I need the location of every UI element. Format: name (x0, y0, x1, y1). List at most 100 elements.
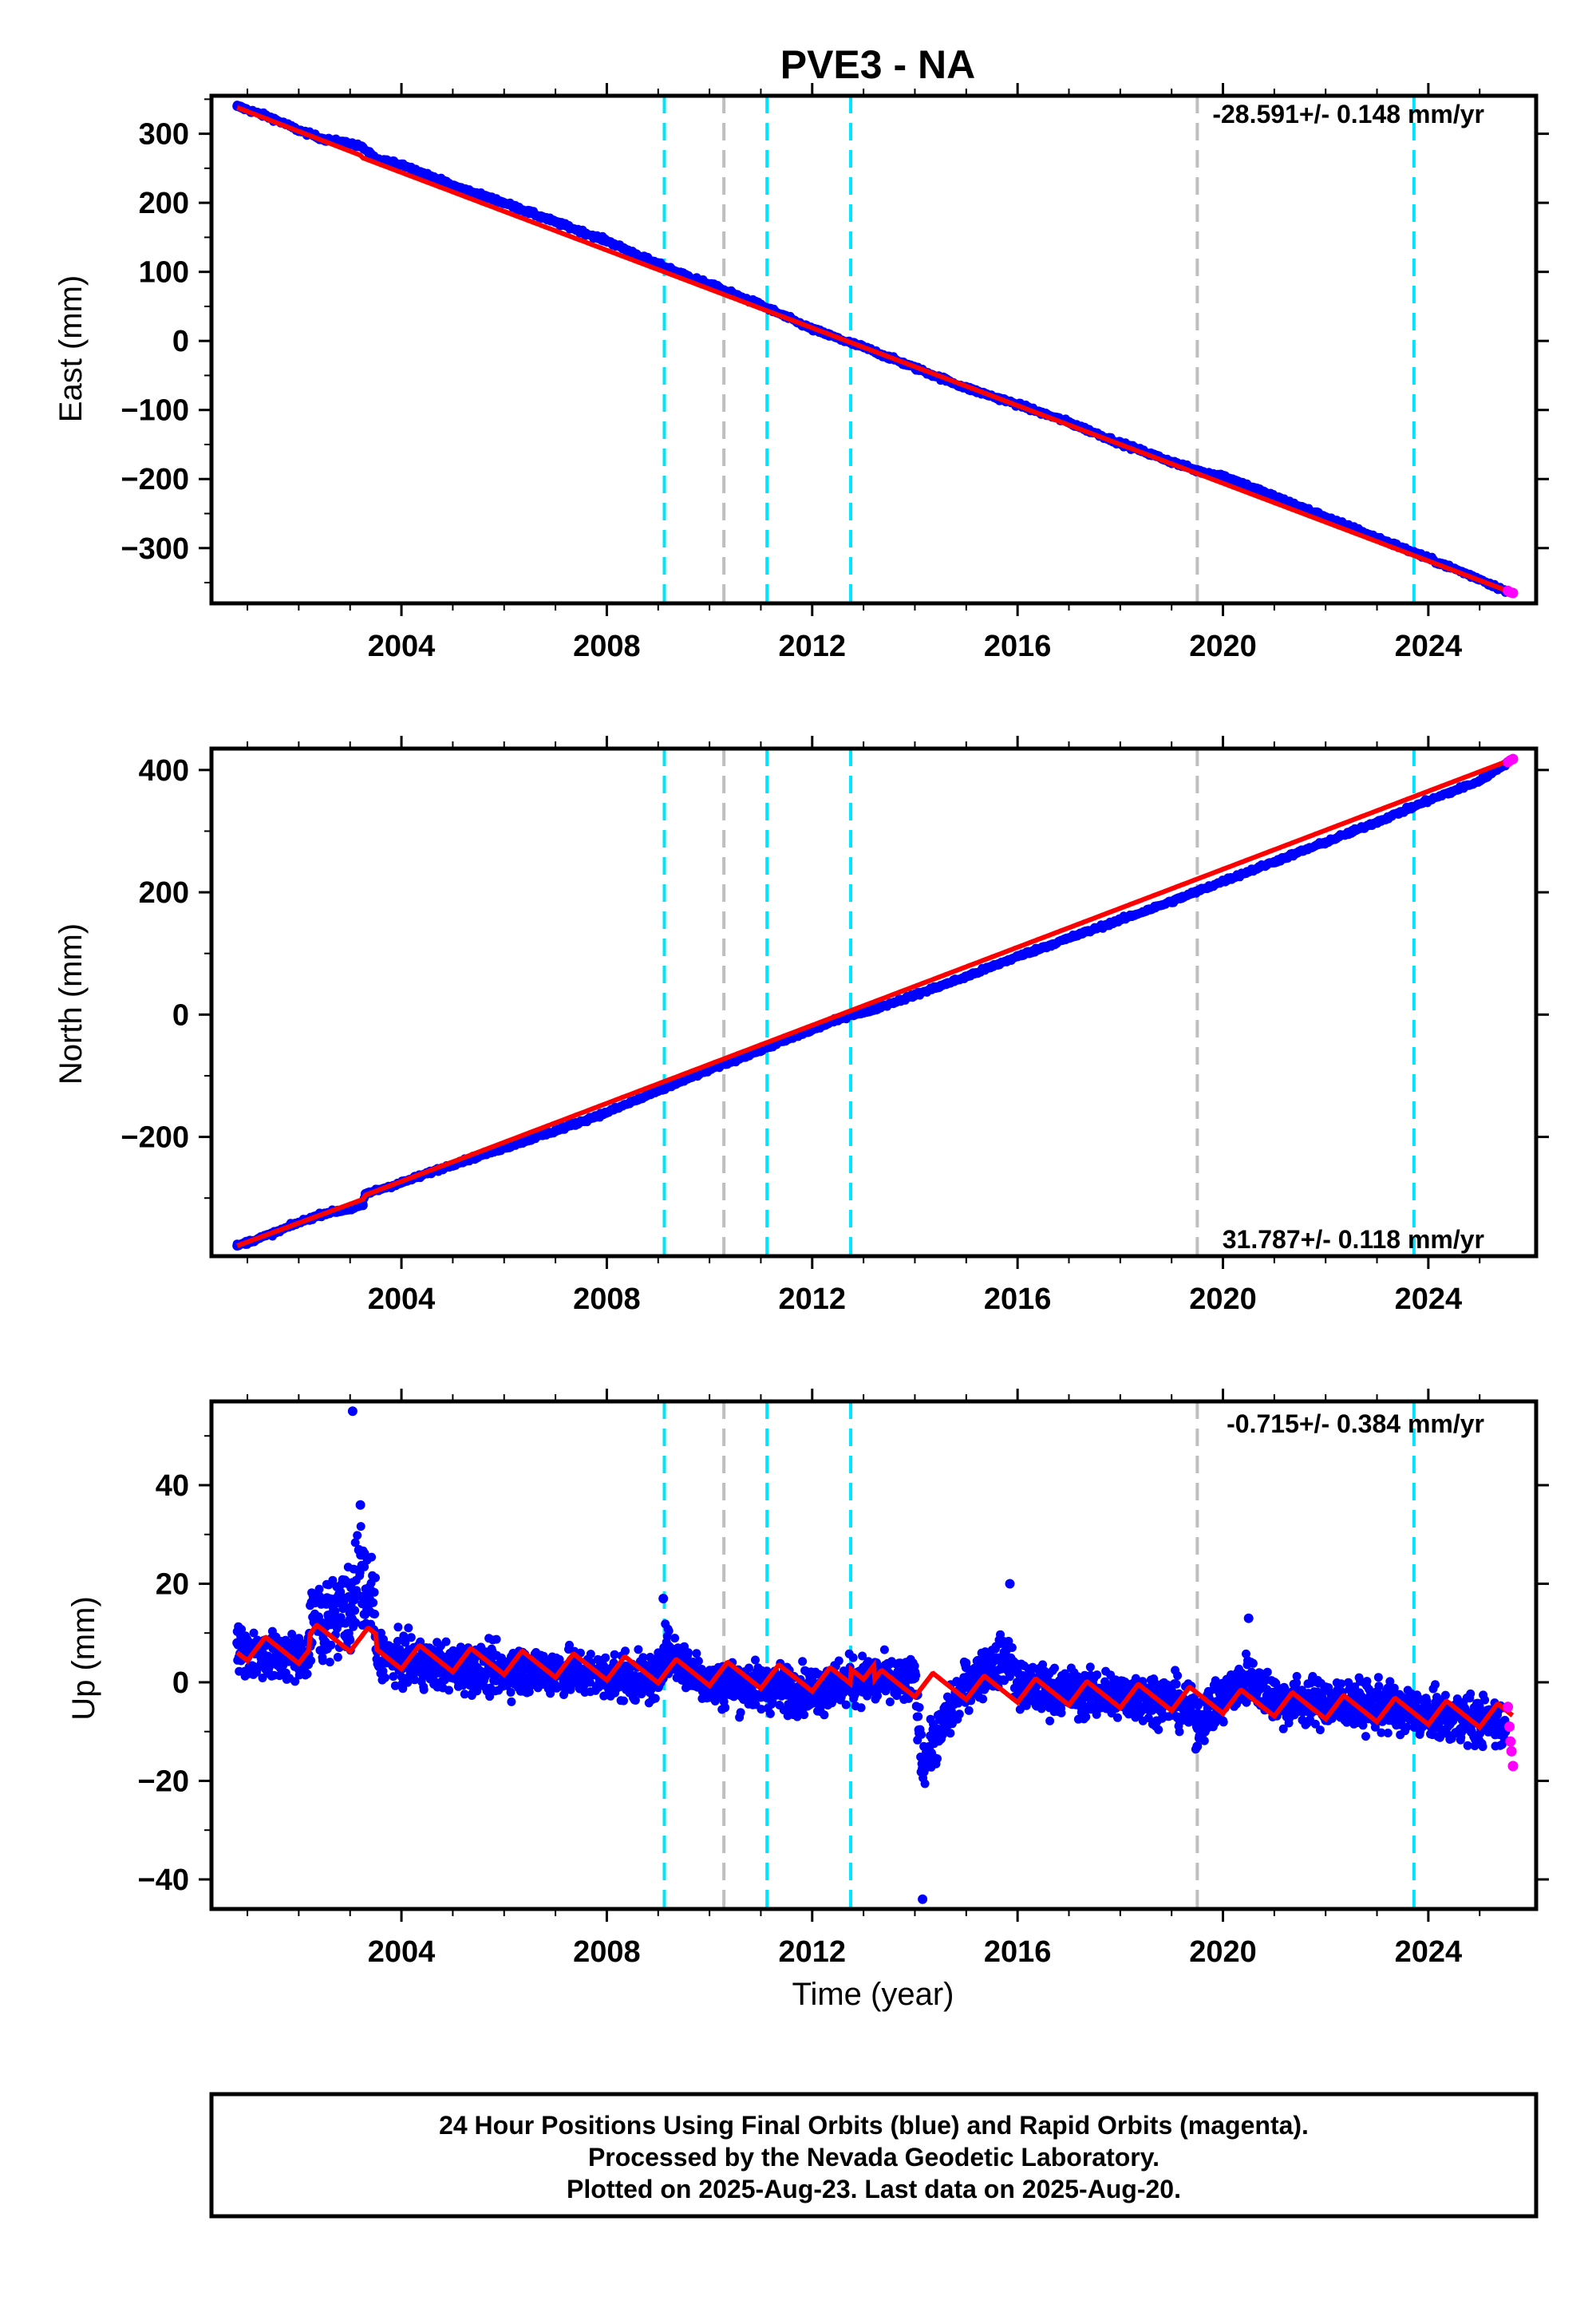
up-final-orbit-point (406, 1633, 416, 1642)
north-y-tick-label: −200 (120, 1121, 189, 1155)
up-final-orbit-point (506, 1688, 516, 1697)
up-final-orbit-point (356, 1522, 365, 1531)
up-final-orbit-point (798, 1657, 808, 1666)
up-final-orbit-point (946, 1729, 955, 1738)
up-final-orbit-point (367, 1552, 377, 1562)
east-y-tick-label: 300 (139, 118, 189, 152)
up-final-orbit-point (693, 1656, 703, 1666)
up-final-orbit-point (369, 1587, 379, 1597)
east-y-tick-label: 0 (172, 325, 189, 358)
chart-title: PVE3 - NA (780, 42, 976, 87)
up-final-orbit-point (444, 1686, 453, 1695)
up-final-orbit-point (915, 1703, 924, 1712)
up-final-orbit-point (879, 1645, 889, 1654)
up-final-orbit-point (841, 1700, 851, 1709)
north-final-orbit-point (1013, 951, 1023, 962)
up-final-orbit-point (820, 1710, 829, 1720)
north-y-tick-label: 0 (172, 998, 189, 1032)
up-final-orbit-point (419, 1685, 429, 1694)
up-final-orbit-point (306, 1656, 316, 1666)
up-final-orbit-point (751, 1655, 760, 1665)
up-final-orbit-point (302, 1670, 312, 1678)
up-final-orbit-point (492, 1634, 501, 1644)
up-final-orbit-point (393, 1622, 403, 1632)
up-final-orbit-point (914, 1712, 923, 1721)
up-final-orbit-point (765, 1709, 775, 1718)
east-final-orbit-point (1218, 470, 1228, 480)
up-final-orbit-point (381, 1673, 389, 1682)
north-rapid-orbit-point (1507, 753, 1519, 765)
north-final-orbit-point (1475, 776, 1485, 786)
north-final-orbit-point (1115, 915, 1125, 925)
up-final-orbit-point (619, 1696, 628, 1705)
north-final-orbit-point (1372, 817, 1382, 827)
up-final-orbit-point (692, 1649, 701, 1658)
east-y-tick-label: 200 (139, 187, 189, 220)
north-x-tick-label: 2020 (1189, 1282, 1257, 1316)
up-final-orbit-point (353, 1531, 362, 1540)
east-x-tick-label: 2020 (1189, 630, 1257, 663)
east-x-tick-label: 2024 (1395, 630, 1463, 663)
up-final-orbit-point (745, 1663, 753, 1673)
up-final-orbit-point (684, 1648, 693, 1658)
up-final-orbit-point (834, 1656, 843, 1666)
north-final-orbit-point (551, 1125, 561, 1136)
up-final-orbit-point (885, 1697, 895, 1706)
east-final-orbit-point (345, 138, 355, 148)
up-final-orbit-point (736, 1708, 745, 1717)
up-final-orbit-point (634, 1645, 643, 1654)
north-final-orbit-point (1269, 856, 1279, 867)
north-final-orbit-point (910, 990, 920, 1000)
up-final-orbit-point (346, 1635, 355, 1645)
east-x-tick-label: 2008 (573, 630, 641, 663)
up-final-orbit-point (721, 1703, 730, 1713)
up-final-orbit-point (920, 1779, 930, 1788)
north-rate-label: 31.787+/- 0.118 mm/yr (1223, 1225, 1484, 1254)
up-final-orbit-point (933, 1754, 942, 1764)
east-x-tick-label: 2004 (368, 630, 436, 663)
east-final-orbit-point (602, 235, 612, 246)
east-x-tick-label: 2012 (779, 630, 847, 663)
east-y-tick-label: −300 (120, 532, 189, 566)
north-final-orbit-point (1321, 837, 1331, 848)
north-final-orbit-point (653, 1086, 663, 1097)
up-final-orbit-point (325, 1658, 334, 1667)
north-final-orbit-point (602, 1107, 612, 1117)
up-final-orbit-point (964, 1705, 974, 1715)
east-final-orbit-point (358, 142, 368, 152)
up-final-orbit-point (664, 1626, 674, 1636)
north-final-orbit-point (961, 971, 971, 982)
up-final-orbit-point (507, 1697, 516, 1706)
north-final-orbit-point (1423, 796, 1433, 806)
east-x-tick-label: 2016 (984, 630, 1052, 663)
north-x-tick-label: 2008 (573, 1282, 641, 1316)
north-x-tick-label: 2004 (368, 1282, 436, 1316)
up-final-orbit-point (954, 1709, 964, 1719)
up-final-orbit-point (404, 1623, 413, 1633)
east-final-orbit-point (551, 217, 561, 227)
north-final-orbit-point (1218, 876, 1228, 887)
up-final-orbit-point (441, 1637, 451, 1646)
up-final-orbit-point (601, 1653, 610, 1662)
north-y-tick-label: 200 (139, 876, 189, 910)
up-final-orbit-point (670, 1634, 680, 1643)
up-final-orbit-point (369, 1598, 378, 1607)
north-x-tick-label: 2024 (1395, 1282, 1463, 1316)
up-final-orbit-point (848, 1653, 858, 1662)
east-y-tick-label: 100 (139, 256, 189, 290)
north-x-tick-label: 2012 (779, 1282, 847, 1316)
up-final-orbit-point (856, 1703, 866, 1713)
east-final-orbit-point (397, 159, 407, 169)
east-rapid-orbit-point (1507, 587, 1519, 599)
north-x-tick-label: 2016 (984, 1282, 1052, 1316)
east-rate-label: -28.591+/- 0.148 mm/yr (1212, 100, 1484, 128)
up-final-orbit-point (371, 1573, 380, 1583)
east-final-orbit-point (499, 198, 509, 208)
east-y-tick-label: −100 (120, 394, 189, 428)
north-final-orbit-point (1064, 933, 1074, 943)
east-y-axis-label: East (mm) (53, 275, 89, 422)
